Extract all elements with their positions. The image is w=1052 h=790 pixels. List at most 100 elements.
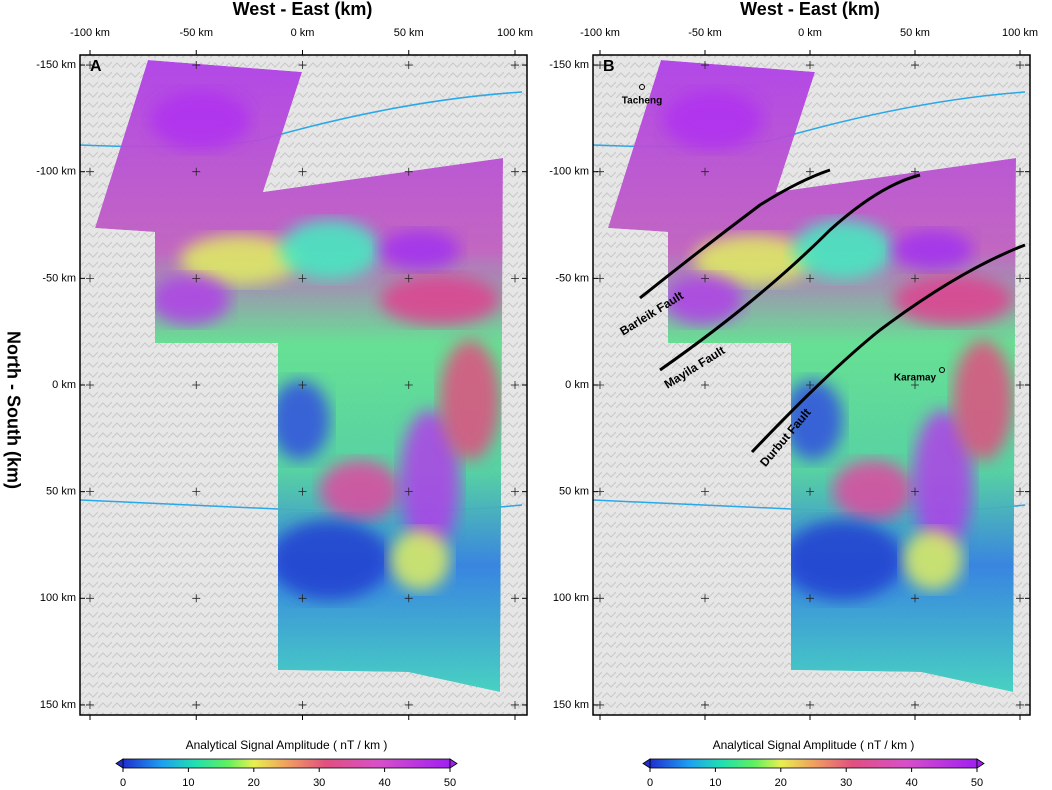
place-marker — [639, 84, 645, 90]
anomaly — [270, 520, 390, 600]
grid-cross — [298, 700, 307, 709]
anomaly — [783, 520, 903, 600]
fault-line — [750, 243, 1026, 454]
anomaly — [380, 275, 500, 325]
colorbar-tick-label: 20 — [248, 777, 260, 789]
y-tick-label: 0 km — [52, 379, 76, 391]
y-tick-label: 0 km — [565, 379, 589, 391]
grid-cross — [701, 487, 709, 496]
grid-cross — [511, 61, 519, 70]
grid-cross — [404, 381, 413, 389]
colorbar — [649, 758, 978, 769]
grid-cross — [298, 274, 307, 283]
y-tick-label: -100 km — [36, 166, 76, 178]
grid-cross — [404, 167, 413, 176]
x-tick-label: 100 km — [497, 27, 533, 39]
grid-cross — [1016, 167, 1024, 176]
grid-cross — [1016, 61, 1024, 70]
anomaly — [953, 340, 1013, 460]
survey-grid — [95, 60, 503, 692]
anomaly — [783, 380, 843, 460]
place-label: Tacheng — [622, 96, 662, 107]
survey-area — [95, 60, 503, 692]
colorbar-tick-label: 0 — [120, 777, 126, 789]
anomaly — [180, 235, 300, 285]
grid-cross — [86, 594, 94, 603]
colorbar-tick-label: 10 — [709, 777, 721, 789]
anomaly — [380, 230, 460, 270]
colorbar-end — [449, 758, 458, 769]
grid-cross — [192, 594, 201, 603]
grid-cross — [1016, 274, 1024, 283]
anomaly — [440, 340, 500, 460]
colorbar-title: Analytical Signal Amplitude ( nT / km ) — [186, 738, 388, 752]
grid-cross — [1016, 487, 1024, 496]
x-tick-label: 0 km — [291, 27, 315, 39]
anomaly — [793, 220, 893, 280]
grid-cross — [806, 487, 814, 496]
grid-cross — [86, 487, 94, 496]
colorbar-tick-label: 40 — [905, 777, 917, 789]
colorbar-end — [976, 758, 985, 769]
grid-cross — [806, 274, 814, 283]
grid-cross — [298, 487, 307, 496]
anomaly — [663, 275, 743, 325]
grid-cross — [701, 274, 709, 283]
colorbar-tick-label: 50 — [444, 777, 456, 789]
anomaly — [893, 275, 1013, 325]
anomaly — [280, 220, 380, 280]
y-tick-label: 150 km — [553, 699, 589, 711]
grid-cross — [1016, 700, 1024, 709]
grid-cross — [701, 61, 709, 70]
colorbar-tick-label: 0 — [647, 777, 653, 789]
y-axis-title: North - South (km) — [3, 331, 23, 489]
map-panel: A West - East (km) -100 km -50 km 0 km 50 km 1… — [36, 0, 533, 789]
colorbar-end — [642, 758, 651, 769]
survey-area — [608, 60, 1016, 692]
grid-cross — [806, 594, 814, 603]
grid-cross — [701, 594, 709, 603]
x-tick-label: 100 km — [1002, 27, 1038, 39]
colorbar-tick-label: 30 — [313, 777, 325, 789]
x-tick-label: -50 km — [179, 27, 213, 39]
grid-cross — [511, 167, 519, 176]
grid-cross — [86, 700, 94, 709]
grid-cross — [911, 700, 919, 709]
colorbar — [122, 758, 451, 769]
grid-cross — [404, 61, 413, 70]
grid-cross — [701, 381, 709, 389]
grid-cross — [911, 167, 919, 176]
x-tick-label: -50 km — [688, 27, 722, 39]
grid-cross — [404, 700, 413, 709]
colorbar-end — [115, 758, 124, 769]
anomaly — [663, 90, 763, 150]
y-tick-label: -150 km — [36, 59, 76, 71]
fault-line — [659, 173, 921, 372]
y-tick-label: -50 km — [555, 272, 589, 284]
place-label: Karamay — [894, 373, 937, 384]
x-tick-label: 0 km — [798, 27, 822, 39]
grid-cross — [806, 381, 814, 389]
anomaly — [893, 230, 973, 270]
grid-cross — [86, 167, 94, 176]
grid-cross — [298, 381, 307, 389]
y-tick-label: 50 km — [559, 486, 589, 498]
grid-cross — [511, 381, 519, 389]
colorbar-tick-label: 50 — [971, 777, 983, 789]
colorbar-title: Analytical Signal Amplitude ( nT / km ) — [713, 738, 915, 752]
grid-cross — [298, 61, 307, 70]
grid-cross — [511, 274, 519, 283]
grid-cross — [701, 167, 709, 176]
grid-cross — [806, 700, 814, 709]
grid-cross — [701, 700, 709, 709]
grid-cross — [511, 700, 519, 709]
grid-cross — [404, 594, 413, 603]
grid-cross — [911, 274, 919, 283]
grid-cross — [1016, 381, 1024, 389]
x-tick-label: -100 km — [70, 27, 110, 39]
grid-cross — [298, 167, 307, 176]
anomaly — [270, 380, 330, 460]
y-tick-label: 50 km — [46, 486, 76, 498]
x-tick-label: -100 km — [580, 27, 620, 39]
